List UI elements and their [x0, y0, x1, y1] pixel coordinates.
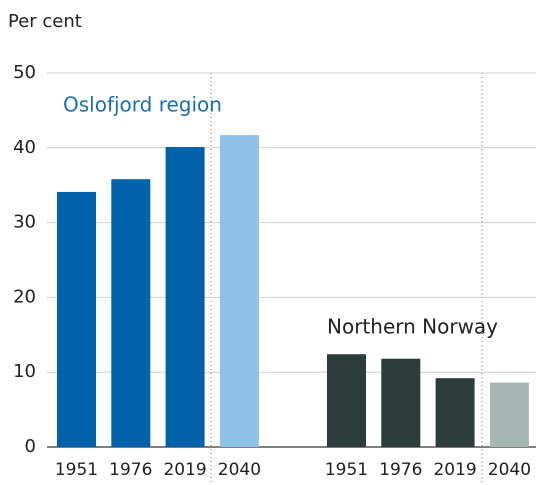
bar [165, 147, 205, 447]
bar [57, 191, 96, 447]
y-tick-label: 40 [13, 137, 36, 158]
group-label: Oslofjord region [63, 93, 222, 117]
y-tick-label: 10 [13, 361, 36, 382]
x-tick-label: 1976 [379, 460, 422, 480]
y-tick-label: 50 [13, 62, 36, 83]
y-tick-label: 0 [25, 436, 36, 457]
x-tick-label: 1976 [109, 460, 152, 480]
y-tick-label: 20 [13, 286, 36, 307]
x-tick-label: 1951 [325, 460, 368, 480]
group-label: Northern Norway [327, 315, 498, 339]
x-tick-label: 2019 [433, 460, 476, 480]
bar [327, 354, 366, 447]
x-tick-label: 1951 [55, 460, 98, 480]
bar [489, 382, 529, 447]
y-tick-label: 30 [13, 212, 36, 233]
x-tick-label: 2040 [488, 460, 531, 480]
bar [219, 135, 259, 448]
bar [381, 358, 421, 447]
x-tick-label: 2019 [163, 460, 206, 480]
bar [111, 179, 151, 447]
y-axis-label: Per cent [8, 11, 82, 32]
x-tick-label: 2040 [218, 460, 261, 480]
bar [435, 378, 475, 447]
